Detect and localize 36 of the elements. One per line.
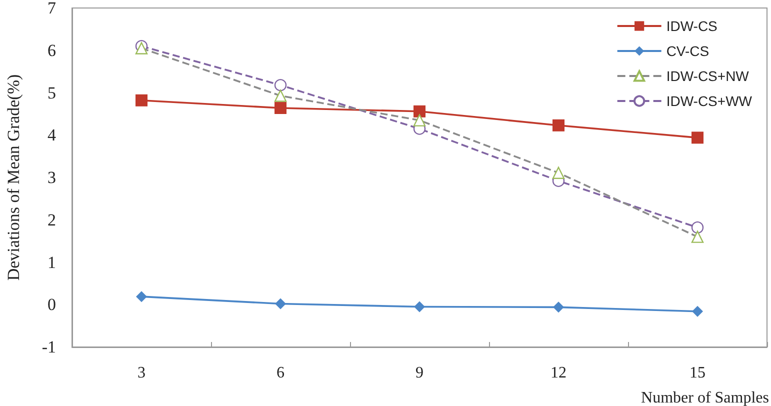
point [136, 291, 147, 302]
point [275, 298, 286, 310]
y-tick-label: 3 [48, 168, 56, 187]
y-tick-label: 1 [48, 252, 56, 272]
point [136, 94, 148, 106]
legend-label: IDW-CS+WW [666, 93, 753, 109]
point [692, 306, 703, 317]
legend-label: IDW-CS [666, 18, 718, 34]
point [414, 105, 426, 118]
x-tick-label: 12 [550, 364, 566, 382]
y-tick-label: 7 [48, 0, 56, 18]
point [274, 79, 287, 92]
point [552, 166, 565, 179]
point [274, 90, 287, 102]
point [553, 302, 564, 313]
point [692, 132, 704, 144]
y-axis-title: Deviations of Mean Grade(%) [4, 74, 23, 281]
point [691, 230, 704, 243]
y-tick-label: 2 [48, 210, 56, 230]
x-tick-label: 15 [690, 364, 706, 382]
y-tick-label: 0 [48, 295, 56, 314]
legend-label: CV-CS [666, 43, 710, 59]
y-tick-label: 5 [48, 83, 56, 102]
y-tick-label: -1 [42, 338, 56, 356]
point [552, 119, 564, 132]
x-tick-label: 9 [416, 364, 424, 382]
point [414, 301, 425, 312]
legend-label: IDW-CS+NW [666, 68, 750, 84]
point [413, 114, 426, 126]
x-tick-label: 6 [276, 364, 284, 382]
x-tick-label: 3 [138, 364, 146, 382]
y-tick-label: 4 [48, 126, 56, 145]
x-axis-title: Number of Samples [641, 390, 770, 406]
point [274, 102, 286, 114]
y-tick-label: 6 [48, 40, 56, 60]
point [691, 221, 704, 234]
